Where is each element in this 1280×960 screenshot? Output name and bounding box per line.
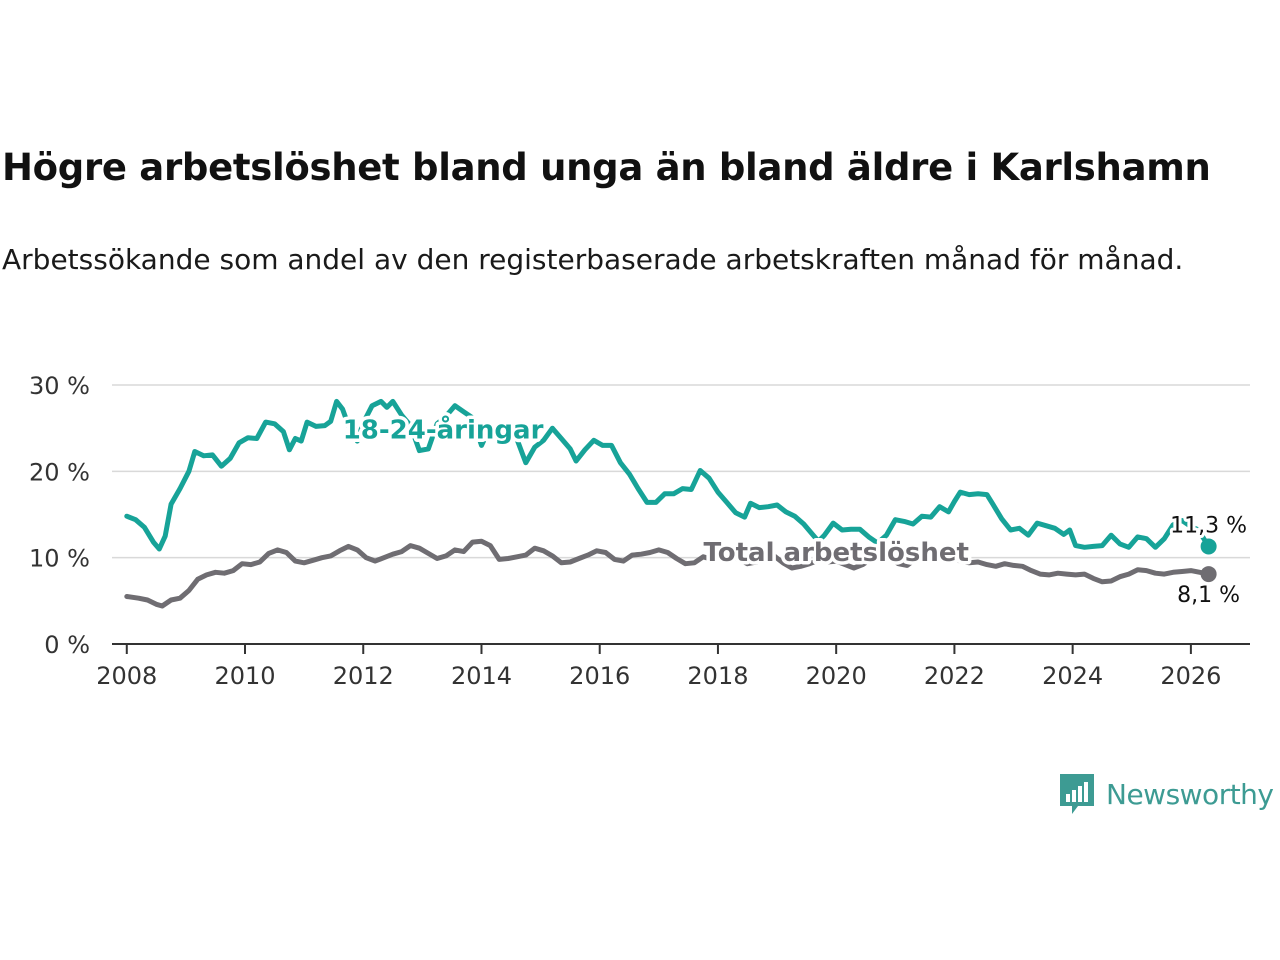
x-tick-label-2024: 2024 (1042, 662, 1103, 690)
chart-title: Högre arbetslöshet bland unga än bland ä… (2, 146, 1211, 189)
grid-lines (112, 384, 1250, 559)
series-labels: 18-24-åringar Total arbetslöshet 11,3 % 8,1… (339, 410, 1250, 611)
newsworthy-logo: Newsworthy (1058, 772, 1274, 816)
newsworthy-logo-icon (1060, 774, 1094, 814)
series-line-total (124, 538, 1212, 609)
series-line-youth (124, 398, 1212, 552)
end-point-youth (1200, 538, 1217, 555)
line-chart: 0 % 10 % 20 % 30 % 2008 2010 2012 2014 2016 2018… (29, 372, 1250, 690)
x-tick-label-2012: 2012 (333, 662, 394, 690)
x-tick-label-2018: 2018 (687, 662, 748, 690)
brand-name: Newsworthy (1106, 777, 1274, 811)
y-tick-label-10: 10 % (29, 545, 90, 573)
chart-subtitle: Arbetssökande som andel av den registerb… (2, 243, 1184, 276)
series-lines (124, 398, 1217, 609)
x-tick-label-2020: 2020 (806, 662, 867, 690)
series-label-youth: 18-24-åringar (343, 414, 544, 446)
x-tick-label-2010: 2010 (214, 662, 275, 690)
x-tick-label-2014: 2014 (451, 662, 512, 690)
x-axis: 2008 2010 2012 2014 2016 2018 2020 2022 2024 2026 (96, 643, 1250, 690)
series-label-total: Total arbetslöshet (703, 538, 968, 568)
end-label-total: 8,1 % (1177, 583, 1240, 608)
y-tick-label-0: 0 % (44, 631, 90, 659)
x-tick-label-2026: 2026 (1160, 662, 1221, 690)
y-tick-label-20: 20 % (29, 458, 90, 486)
end-point-total (1200, 566, 1217, 583)
x-tick-label-2016: 2016 (569, 662, 630, 690)
x-tick-label-2022: 2022 (924, 662, 985, 690)
x-tick-label-2008: 2008 (96, 662, 157, 690)
y-tick-label-30: 30 % (29, 372, 90, 400)
end-label-youth: 11,3 % (1170, 513, 1247, 538)
y-axis-ticks: 0 % 10 % 20 % 30 % (29, 372, 90, 659)
